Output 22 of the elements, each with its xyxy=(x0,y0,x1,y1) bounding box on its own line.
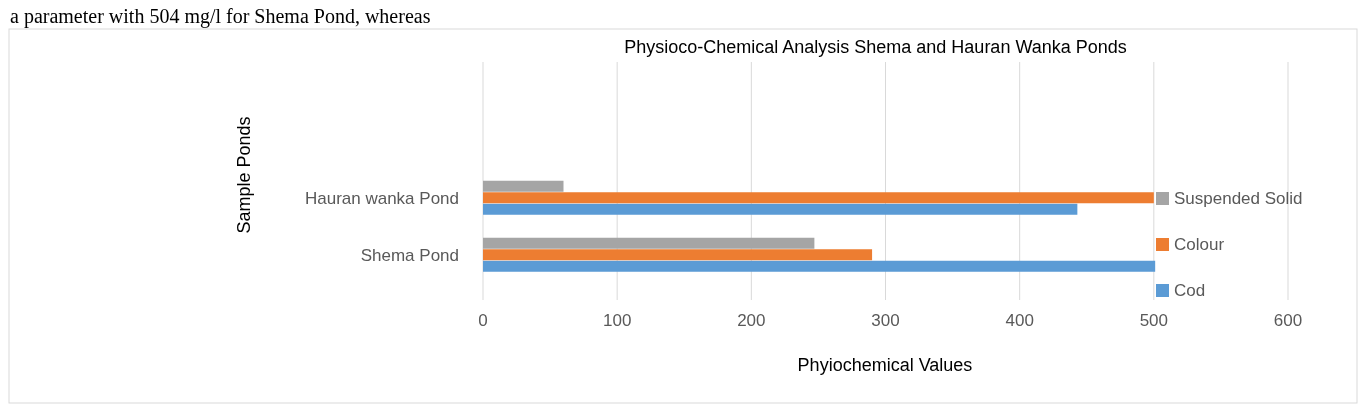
y-tick-label: Hauran wanka Pond xyxy=(304,189,459,208)
bar xyxy=(483,180,564,192)
bar xyxy=(483,249,873,261)
x-tick-label: 100 xyxy=(602,311,632,330)
legend-label: Suspended Solid xyxy=(1174,189,1303,208)
y-axis-title: Sample Ponds xyxy=(234,116,254,234)
x-tick-label: 500 xyxy=(1139,311,1169,330)
y-tick-label: Shema Pond xyxy=(360,246,459,265)
x-tick-label: 0 xyxy=(478,311,488,330)
bar xyxy=(483,237,815,249)
text: a parameter with 504 mg/l for Shema Pond, whereas xyxy=(10,5,431,28)
legend-label: Cod xyxy=(1174,281,1206,300)
x-tick-label: 400 xyxy=(1005,311,1034,330)
x-tick-label: 600 xyxy=(1273,311,1303,330)
chart-title: Physioco-Chemical Analysis Shema and Hauran Wanka Ponds xyxy=(624,37,1127,57)
legend-label: Colour xyxy=(1174,235,1225,254)
x-tick-label: 300 xyxy=(871,311,900,330)
x-axis-title: Phyiochemical Values xyxy=(797,355,973,375)
x-tick-label: 200 xyxy=(737,311,766,330)
bar xyxy=(483,203,1078,215)
bar xyxy=(483,260,1156,272)
bar xyxy=(483,192,1154,204)
